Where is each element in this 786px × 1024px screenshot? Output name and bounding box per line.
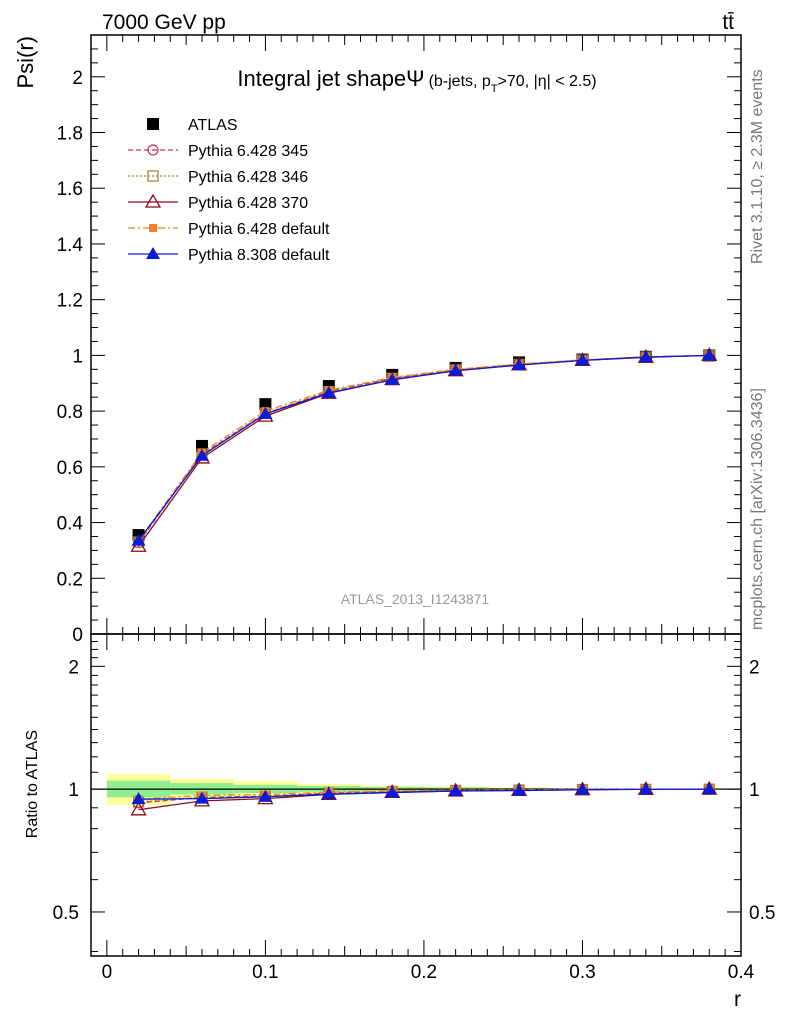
ratio-point-p8 <box>638 782 653 795</box>
ratio-y-tick-label: 0.5 <box>53 903 79 924</box>
x-tick-label: 0.4 <box>728 962 755 983</box>
y-tick-label: 1.4 <box>57 235 84 256</box>
ratio-y-tick-label-right: 2 <box>749 657 760 678</box>
ratio-point-p8 <box>448 783 463 796</box>
x-tick-label: 0 <box>102 962 113 983</box>
y-axis-label-main: Psi(r) <box>13 36 38 89</box>
legend-label-p345: Pythia 6.428 345 <box>188 143 308 160</box>
series-line-p8 <box>138 354 710 542</box>
title-sub-a: (b-jets, p <box>429 73 491 90</box>
data-point-p8 <box>321 386 336 399</box>
data-point-p8 <box>131 533 146 546</box>
legend-label-p370: Pythia 6.428 370 <box>188 195 308 212</box>
ratio-y-tick-label-right: 0.5 <box>749 903 775 924</box>
data-point-p8 <box>575 353 590 366</box>
legend-entry-p345: Pythia 6.428 345 <box>128 143 308 160</box>
legend-entry-p346: Pythia 6.428 346 <box>128 169 308 186</box>
y-tick-label: 0 <box>72 625 83 646</box>
energy-label: 7000 GeV pp <box>102 11 226 34</box>
series-line-p346 <box>138 354 710 543</box>
legend-label-p8: Pythia 8.308 default <box>188 247 330 264</box>
x-tick-label: 0.1 <box>252 962 278 983</box>
series-line-p345 <box>138 354 710 543</box>
legend-label-pdefault: Pythia 6.428 default <box>188 221 330 238</box>
y-tick-label: 0.4 <box>57 514 84 535</box>
data-point-p8 <box>194 448 209 461</box>
y-tick-label: 1 <box>72 346 83 367</box>
ratio-line-p8 <box>138 788 710 800</box>
analysis-label: ATLAS_2013_I1243871 <box>341 591 490 607</box>
series-line-pdefault <box>138 354 710 542</box>
legend-entry-atlas: ATLAS <box>147 117 238 134</box>
ratio-point-p8 <box>702 782 717 795</box>
y-axis-label-ratio: Ratio to ATLAS <box>24 730 41 838</box>
legend-marker-p345 <box>147 144 159 156</box>
y-tick-label: 1.2 <box>57 291 83 312</box>
ratio-y-tick-label: 2 <box>68 657 79 678</box>
y-tick-label: 1.6 <box>57 179 83 200</box>
ratio-point-p370 <box>130 801 147 816</box>
legend-label-atlas: ATLAS <box>188 117 238 134</box>
ratio-frame <box>90 633 742 957</box>
x-tick-label: 0.2 <box>411 962 437 983</box>
ratio-point-p8 <box>575 782 590 795</box>
ratio-point-p8 <box>194 791 209 804</box>
ratio-y-tick-label-right: 1 <box>749 780 760 801</box>
ratio-point-p8 <box>131 792 146 805</box>
legend-marker-p370 <box>144 193 162 208</box>
legend: ATLAS Pythia 6.428 345 Pythia 6.428 346 … <box>128 117 330 264</box>
title-main: Integral jet shape <box>237 66 406 91</box>
x-tick-label: 0.3 <box>569 962 595 983</box>
ratio-point-p8 <box>385 785 400 798</box>
title-sub-b: >70, |η| < 2.5) <box>498 73 597 90</box>
main-panel: 0 0.2 0.4 0.6 0.8 1 1.2 1.4 1.6 1.8 2 <box>57 34 742 646</box>
legend-entry-p8: Pythia 8.308 default <box>128 247 330 264</box>
y-tick-label: 0.6 <box>57 458 83 479</box>
legend-label-p346: Pythia 6.428 346 <box>188 169 308 186</box>
legend-marker-pdefault <box>149 224 157 232</box>
data-point-p8 <box>702 348 717 361</box>
process-label: tt̄ <box>722 11 734 34</box>
data-point-p8 <box>448 363 463 376</box>
data-point-p8 <box>638 350 653 363</box>
data-point-p8 <box>512 358 527 371</box>
y-tick-label: 1.8 <box>57 124 83 145</box>
rivet-label: Rivet 3.1.10, ≥ 2.3M events <box>749 69 766 264</box>
title-psi: Ψ <box>406 66 424 91</box>
data-point-p8 <box>258 406 273 419</box>
legend-marker-p8 <box>146 247 160 259</box>
series-line-p370 <box>138 354 710 547</box>
title-sub-T: T <box>491 83 498 95</box>
ratio-y-tick-label: 1 <box>68 780 79 801</box>
chart-title: Integral jet shapeΨ (b-jets, pT>70, |η| <… <box>237 66 596 95</box>
ratio-point-p8 <box>258 789 273 802</box>
x-axis-label: r <box>734 988 741 1011</box>
y-tick-label: 2 <box>72 68 83 89</box>
legend-marker-p346 <box>147 170 159 182</box>
ratio-point-p8 <box>512 783 527 796</box>
y-tick-label: 0.8 <box>57 402 83 423</box>
legend-entry-p370: Pythia 6.428 370 <box>128 193 308 212</box>
mcplots-label: mcplots.cern.ch [arXiv:1306.3436] <box>749 388 766 630</box>
y-tick-label: 0.2 <box>57 569 83 590</box>
data-point-p8 <box>385 372 400 385</box>
legend-marker-atlas <box>147 118 159 130</box>
ratio-point-p8 <box>321 787 336 800</box>
ratio-panel: 0 0.1 0.2 0.3 0.4 0.5 0.5 1 1 2 2 <box>53 633 775 983</box>
legend-entry-pdefault: Pythia 6.428 default <box>128 221 330 238</box>
